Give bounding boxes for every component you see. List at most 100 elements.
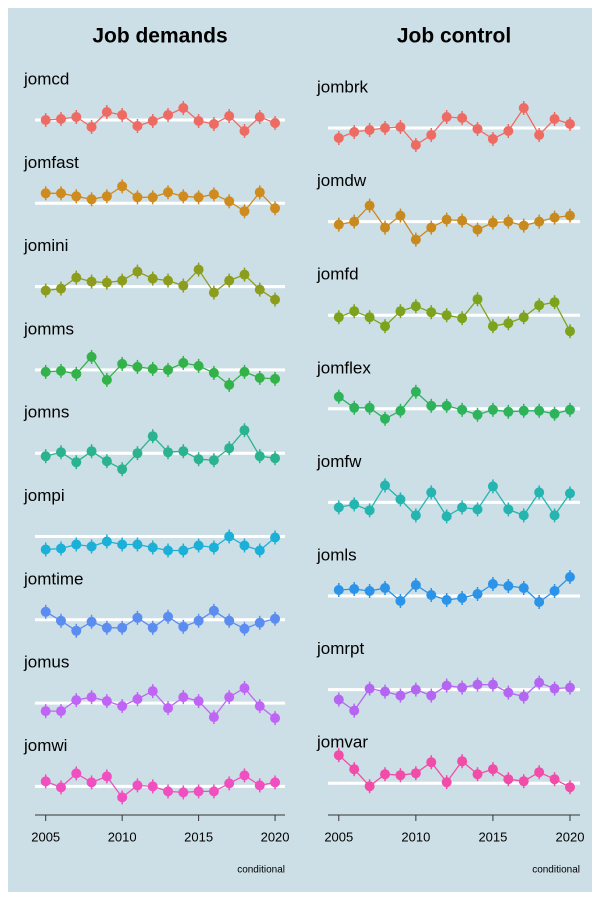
- row-label: jomfd: [316, 265, 359, 284]
- point: [254, 284, 265, 295]
- point: [132, 121, 143, 131]
- point: [564, 488, 575, 499]
- series-line: [338, 484, 571, 518]
- point: [239, 269, 250, 280]
- point: [457, 215, 468, 226]
- point: [380, 123, 391, 133]
- point: [132, 539, 143, 550]
- point: [426, 590, 437, 600]
- point: [503, 504, 514, 515]
- point: [178, 191, 189, 202]
- point: [208, 542, 219, 553]
- point: [503, 774, 514, 785]
- point: [163, 611, 174, 622]
- point: [349, 402, 360, 413]
- point: [239, 623, 250, 634]
- point: [333, 750, 344, 761]
- point: [40, 606, 51, 617]
- point: [410, 234, 421, 245]
- point: [71, 368, 82, 379]
- point: [132, 694, 143, 705]
- point: [270, 777, 281, 788]
- point: [395, 596, 406, 606]
- row-label: jomls: [316, 545, 357, 564]
- point: [71, 539, 82, 550]
- point: [239, 366, 250, 377]
- point: [457, 113, 468, 123]
- point: [224, 531, 235, 542]
- series-line: [45, 610, 276, 632]
- point: [55, 615, 66, 626]
- point: [178, 692, 189, 703]
- point: [487, 481, 498, 492]
- point: [71, 768, 82, 779]
- point: [457, 756, 468, 767]
- x-tick-label: 2015: [478, 829, 507, 844]
- point: [132, 612, 143, 623]
- point: [132, 361, 143, 372]
- point: [101, 456, 112, 467]
- point: [487, 579, 498, 589]
- point: [441, 595, 452, 605]
- point: [410, 510, 421, 521]
- point: [55, 706, 66, 717]
- point: [395, 122, 406, 132]
- point: [333, 502, 344, 513]
- point: [426, 130, 437, 140]
- point: [349, 764, 360, 775]
- point: [518, 583, 529, 593]
- point: [193, 696, 204, 707]
- point: [549, 408, 560, 419]
- point: [117, 701, 128, 712]
- point: [503, 318, 514, 329]
- series-line: [45, 268, 276, 301]
- point: [364, 402, 375, 413]
- point: [349, 705, 360, 716]
- point: [472, 224, 483, 235]
- x-tick-label: 2010: [108, 829, 137, 844]
- point: [426, 222, 437, 233]
- point: [549, 586, 560, 596]
- point: [333, 585, 344, 595]
- row-label: jomns: [23, 403, 69, 422]
- point: [101, 536, 112, 547]
- point: [224, 615, 235, 626]
- point: [193, 786, 204, 797]
- point: [117, 181, 128, 192]
- point: [534, 487, 545, 498]
- point: [132, 192, 143, 203]
- point: [349, 127, 360, 137]
- point: [503, 126, 514, 136]
- point: [395, 405, 406, 416]
- series-line: [338, 681, 571, 712]
- point: [101, 277, 112, 288]
- point: [380, 686, 391, 697]
- point: [395, 494, 406, 505]
- point: [254, 701, 265, 712]
- point: [457, 593, 468, 603]
- point: [518, 691, 529, 702]
- point: [549, 510, 560, 521]
- point: [441, 400, 452, 411]
- point: [101, 107, 112, 117]
- point: [270, 118, 281, 128]
- point: [349, 499, 360, 510]
- point: [349, 584, 360, 594]
- point: [457, 682, 468, 693]
- point: [117, 275, 128, 286]
- row-label: jomvar: [316, 733, 368, 752]
- point: [364, 781, 375, 792]
- point: [71, 272, 82, 283]
- point: [193, 116, 204, 126]
- point: [208, 189, 219, 200]
- point: [534, 677, 545, 688]
- point: [208, 786, 219, 797]
- point: [441, 680, 452, 691]
- point: [380, 222, 391, 233]
- point: [503, 406, 514, 417]
- point: [270, 203, 281, 214]
- point: [270, 713, 281, 724]
- point: [364, 505, 375, 516]
- point: [40, 115, 51, 125]
